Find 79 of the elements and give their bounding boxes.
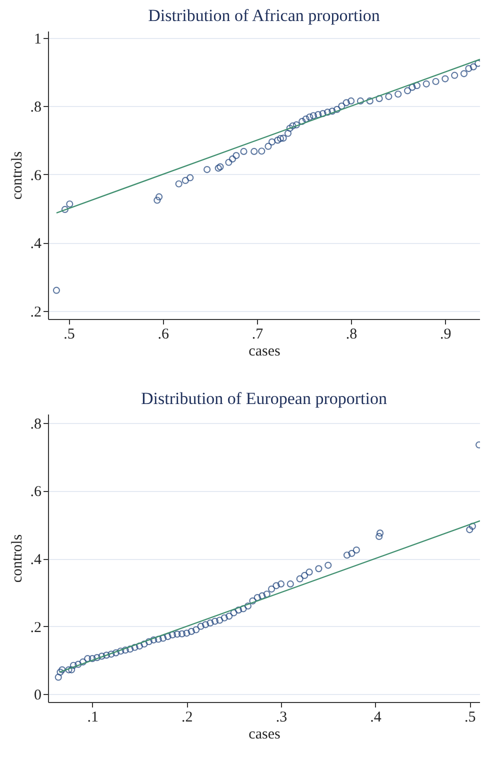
x-tick-label: .7: [252, 326, 264, 342]
y-tick-label: .8: [30, 416, 42, 432]
point: [264, 142, 272, 150]
y-tick-label: .6: [30, 168, 42, 184]
point: [302, 115, 310, 123]
y-tick-label: 0: [34, 688, 42, 704]
point: [460, 70, 468, 78]
point: [314, 111, 322, 118]
point: [214, 164, 222, 172]
point: [216, 163, 224, 170]
point: [156, 193, 163, 200]
point: [186, 174, 194, 182]
point: [204, 166, 211, 174]
point: [394, 90, 402, 98]
point: [333, 106, 340, 114]
y-tick-label: .6: [30, 484, 42, 500]
x-axis-title: cases: [248, 726, 280, 742]
point: [289, 122, 296, 130]
y-tick-label: .4: [30, 236, 42, 252]
point: [465, 64, 472, 72]
point: [274, 136, 282, 144]
x-tick-label: .1: [87, 710, 98, 726]
x-tick-label: .5: [464, 710, 476, 726]
point: [292, 121, 300, 128]
point: [276, 134, 284, 142]
point: [338, 102, 346, 110]
point: [61, 206, 68, 214]
point: [52, 286, 60, 294]
x-tick-label: .3: [276, 710, 288, 726]
point: [258, 148, 266, 155]
point: [451, 72, 458, 79]
point: [385, 92, 392, 100]
point: [442, 75, 449, 82]
point: [250, 148, 258, 155]
x-tick-label: .5: [64, 326, 75, 342]
x-tick-label: .4: [370, 710, 382, 726]
point: [284, 130, 292, 137]
chart-title: Distribution of African proportion: [148, 6, 380, 25]
point: [268, 138, 276, 146]
point: [408, 84, 416, 91]
point: [470, 63, 477, 70]
y-tick-label: .2: [30, 620, 42, 636]
x-axis-title: cases: [248, 344, 280, 360]
chart-title: Distribution of European proportion: [141, 389, 388, 408]
x-tick-label: .8: [346, 326, 358, 342]
point: [328, 108, 336, 115]
point: [310, 112, 317, 120]
point: [228, 155, 236, 163]
point: [376, 95, 383, 102]
point: [356, 97, 364, 104]
point: [232, 152, 240, 160]
point: [175, 180, 182, 188]
point: [182, 176, 189, 184]
x-tick-label: .9: [440, 326, 452, 342]
point: [404, 87, 412, 94]
point: [225, 158, 232, 166]
point: [280, 134, 287, 142]
point: [422, 80, 430, 88]
point: [432, 78, 440, 86]
y-axis-title: controls: [9, 151, 26, 200]
point: [154, 196, 161, 204]
point: [240, 148, 248, 155]
x-tick-label: .6: [158, 326, 170, 342]
point: [298, 118, 306, 125]
point: [306, 113, 314, 121]
point: [66, 200, 74, 208]
y-axis-title: controls: [9, 534, 26, 583]
y-tick-label: 1: [34, 31, 42, 48]
point: [342, 99, 350, 106]
x-tick-label: .2: [182, 710, 193, 726]
y-tick-label: .8: [30, 100, 42, 116]
point: [413, 82, 420, 90]
y-tick-label: .2: [30, 304, 42, 320]
point: [286, 124, 294, 132]
y-tick-label: .4: [30, 552, 42, 568]
point: [348, 97, 355, 104]
point: [319, 110, 326, 118]
point: [366, 97, 374, 104]
point: [324, 108, 332, 116]
